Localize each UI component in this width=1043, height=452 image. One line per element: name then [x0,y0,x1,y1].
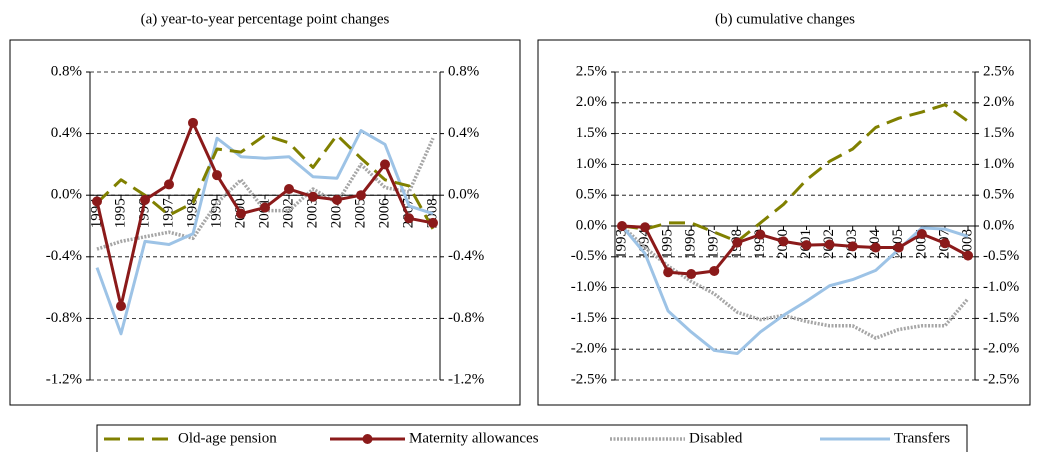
y-tick-label: 1.0% [576,156,607,172]
y-tick-label: 0.8% [51,63,82,79]
y2-tick-label: 0.8% [448,63,479,79]
series-line [620,225,969,356]
y-tick-label: -2.0% [571,341,607,357]
x-tick-label: 1999 [208,198,224,228]
legend-label: Disabled [689,430,743,446]
point [663,267,674,278]
point [236,208,246,219]
x-tick-label: 2002 [280,198,296,228]
y2-tick-label: 0.4% [448,125,479,141]
point [709,265,720,276]
y-tick-label: -0.4% [46,248,82,264]
x-tick-label: 2006 [376,198,392,229]
point [847,241,858,252]
point [893,242,904,253]
legend-label: Transfers [894,430,950,446]
y2-tick-label: -2.0% [983,341,1019,357]
point [617,221,627,231]
y2-tick-label: 1.0% [983,156,1014,172]
x-tick-label: 1997 [160,198,176,229]
point [92,196,102,207]
y-tick-label: -2.5% [571,371,607,387]
y-tick-label: 0.0% [51,187,82,203]
point [164,179,174,190]
chart-title: (b) cumulative changes [715,11,855,27]
point [963,250,973,261]
panel-frame [537,39,1031,406]
legend-label: Maternity allowances [409,430,539,446]
y-tick-label: 2.0% [576,94,607,110]
y2-tick-label: -1.2% [448,371,484,387]
point [778,236,789,247]
series-line [95,129,434,336]
point [686,269,697,280]
y2-tick-label: -0.4% [448,248,484,264]
y2-tick-label: 1.5% [983,125,1014,141]
y-tick-label: -1.5% [571,310,607,326]
x-tick-label: 2005 [352,198,368,228]
series-line [621,224,969,276]
point [116,301,126,312]
point [332,194,342,205]
y2-tick-label: 2.5% [983,63,1014,79]
y2-tick-label: 0.0% [448,187,479,203]
y-tick-label: 0.0% [576,217,607,233]
y2-tick-label: -2.5% [983,371,1019,387]
point [140,194,150,205]
y2-tick-label: 0.5% [983,187,1014,203]
y2-tick-label: 0.0% [983,217,1014,233]
y2-tick-label: -0.8% [448,310,484,326]
y-tick-label: -1.2% [46,371,82,387]
point [284,184,294,195]
point [824,239,835,250]
series-line [621,103,969,243]
x-tick-label: 2004 [328,198,344,229]
y-tick-label: -0.5% [571,248,607,264]
point [939,238,950,249]
y2-tick-label: -1.0% [983,279,1019,295]
point [732,237,743,248]
x-tick-label: 1997 [706,229,722,260]
point [380,159,390,170]
y-tick-label: -1.0% [571,279,607,295]
point [755,229,766,240]
series-line [96,137,435,251]
y2-tick-label: 2.0% [983,94,1014,110]
point [404,213,414,224]
point [212,170,222,181]
y-tick-label: 2.5% [576,63,607,79]
point [188,117,198,128]
y-tick-label: 0.5% [576,187,607,203]
y-tick-label: -0.8% [46,310,82,326]
point [801,240,812,251]
x-tick-label: 2003 [304,198,320,228]
legend-marker [362,434,373,444]
y-tick-label: 0.4% [51,125,82,141]
point [428,217,438,228]
point [640,222,651,233]
y2-tick-label: -1.5% [983,310,1019,326]
point [308,191,318,202]
x-tick-label: 1993 [613,229,629,259]
point [916,229,927,240]
y2-tick-label: -0.5% [983,248,1019,264]
x-tick-label: 1995 [112,198,128,228]
legend-frame [96,424,968,452]
x-tick-label: 1995 [660,229,676,259]
y-tick-label: 1.5% [576,125,607,141]
panel-frame [9,39,521,406]
legend-label: Old-age pension [178,430,277,446]
x-tick-label: 1996 [683,229,699,260]
point [260,202,270,213]
point [870,242,881,253]
chart-title: (a) year-to-year percentage point change… [141,11,390,27]
point [356,190,366,201]
